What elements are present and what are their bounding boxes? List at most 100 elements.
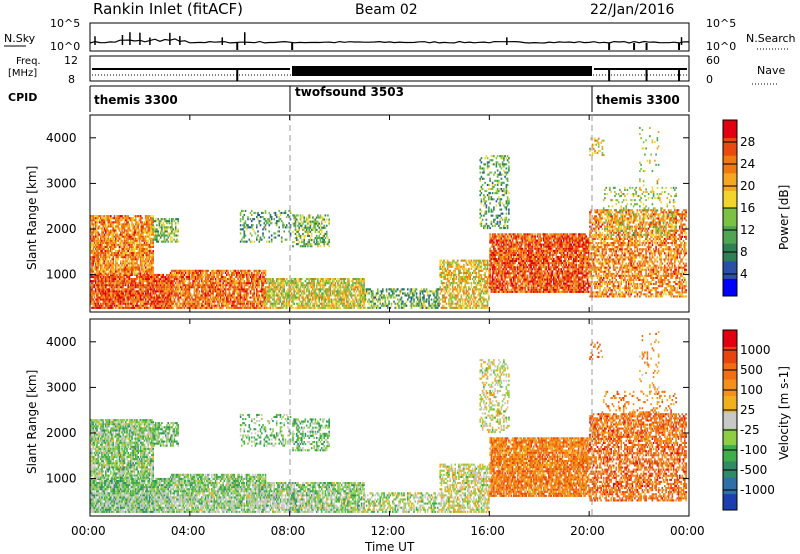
heatmap-cell [107, 237, 110, 240]
heatmap-cell [163, 302, 166, 305]
heatmap-cell [189, 298, 192, 301]
heatmap-cell [184, 288, 187, 291]
heatmap-cell [172, 280, 174, 283]
heatmap-cell [90, 298, 92, 301]
heatmap-cell [122, 290, 124, 293]
heatmap-cell [112, 256, 115, 259]
heatmap-cell [100, 223, 102, 226]
heatmap-cell [143, 294, 146, 297]
heatmap-cell [146, 221, 148, 224]
heatmap-cell [147, 266, 149, 269]
heatmap-cell [103, 294, 106, 297]
heatmap-cell [183, 284, 186, 287]
heatmap-cell [318, 230, 320, 233]
heatmap-cell [118, 282, 121, 285]
heatmap-cell [91, 221, 93, 224]
heatmap-cell [158, 288, 161, 291]
heatmap-cell [138, 241, 141, 244]
heatmap-cell [166, 294, 168, 297]
heatmap-cell [277, 292, 279, 295]
heatmap-cell [368, 298, 370, 301]
heatmap-cell [120, 280, 122, 283]
heatmap-cell [137, 300, 139, 303]
heatmap-cell [127, 215, 129, 218]
heatmap-cell [123, 302, 126, 305]
heatmap-cell [172, 228, 174, 231]
heatmap-cell [96, 294, 98, 297]
heatmap-cell [101, 256, 103, 259]
heatmap-cell [110, 229, 112, 232]
heatmap-cell [179, 278, 182, 281]
heatmap-cell [163, 228, 166, 231]
heatmap-cell [146, 286, 148, 289]
heatmap-cell [95, 247, 97, 250]
heatmap-cell [141, 235, 143, 238]
heatmap-cell [257, 292, 259, 295]
heatmap-cell [96, 276, 98, 279]
heatmap-cell [110, 250, 112, 253]
heatmap-cell [148, 302, 151, 305]
heatmap-cell [95, 278, 97, 281]
heatmap-cell [173, 220, 176, 223]
heatmap-cell [249, 269, 252, 272]
heatmap-cell [153, 300, 156, 303]
heatmap-cell [127, 241, 129, 244]
heatmap-cell [92, 237, 95, 240]
heatmap-cell [120, 231, 122, 234]
heatmap-cell [112, 302, 115, 305]
heatmap-cell [385, 294, 388, 297]
heatmap-cell [131, 229, 133, 232]
heatmap-cell [103, 215, 106, 218]
heatmap-cell [111, 250, 113, 253]
heatmap-cell [162, 302, 164, 305]
heatmap-cell [307, 286, 309, 289]
heatmap-cell [251, 226, 253, 229]
heatmap-cell [92, 229, 95, 232]
heatmap-cell [149, 286, 152, 289]
heatmap-cell [228, 290, 231, 293]
heatmap-cell [108, 239, 111, 242]
heatmap-cell [102, 280, 105, 283]
heatmap-cell [101, 243, 103, 246]
heatmap-cell [377, 290, 379, 293]
heatmap-cell [91, 241, 93, 244]
heatmap-cell [308, 300, 310, 303]
heatmap-cell [256, 236, 258, 239]
heatmap-cell [126, 276, 128, 279]
heatmap-cell [91, 282, 93, 285]
heatmap-cell [129, 235, 132, 238]
heatmap-cell [149, 247, 152, 250]
heatmap-cell [97, 302, 100, 305]
heatmap-cell [116, 239, 118, 242]
heatmap-cell [91, 290, 93, 293]
heatmap-cell [137, 237, 139, 240]
heatmap-cell [146, 282, 148, 285]
heatmap-cell [97, 258, 100, 261]
heatmap-cell [112, 243, 115, 246]
heatmap-cell [105, 245, 107, 248]
heatmap-cell [327, 292, 329, 295]
heatmap-cell [102, 278, 105, 281]
heatmap-cell [315, 239, 318, 242]
heatmap-cell [209, 296, 212, 299]
heatmap-cell [152, 286, 154, 289]
heatmap-cell [97, 280, 100, 283]
heatmap-cell [149, 300, 152, 303]
heatmap-cell [157, 304, 159, 307]
heatmap-cell [132, 256, 134, 259]
heatmap-cell [313, 304, 315, 307]
heatmap-cell [320, 220, 323, 223]
heatmap-cell [173, 300, 176, 303]
heatmap-cell [249, 232, 252, 235]
heatmap-cell [106, 276, 108, 279]
heatmap-cell [117, 280, 120, 283]
heatmap-cell [188, 284, 191, 287]
heatmap-cell [137, 229, 139, 232]
heatmap-cell [149, 243, 152, 246]
heatmap-cell [112, 254, 115, 257]
heatmap-cell [182, 271, 184, 274]
heatmap-cell [111, 225, 113, 228]
heatmap-cell [117, 225, 120, 228]
heatmap-cell [282, 282, 284, 285]
heatmap-cell [121, 247, 123, 250]
